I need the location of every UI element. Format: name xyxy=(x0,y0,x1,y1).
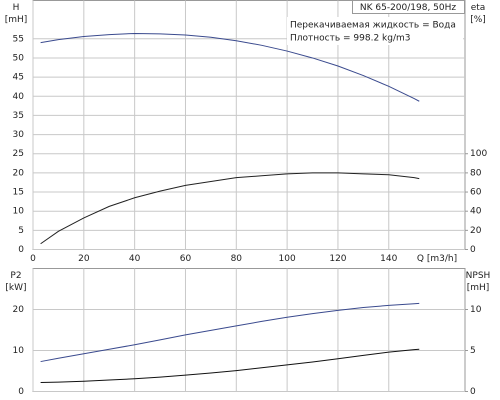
y-tick-label: 0 xyxy=(18,245,24,255)
y2-tick-label: 0 xyxy=(470,245,476,255)
y-axis-label: [mH] xyxy=(5,15,28,25)
y-tick-label: 55 xyxy=(13,34,24,44)
x-tick-label: 40 xyxy=(129,254,141,264)
plot-frame xyxy=(32,268,466,392)
x-tick-label: 0 xyxy=(30,254,36,264)
annotation: Перекачиваемая жидкость = Вода xyxy=(290,21,456,31)
y-tick-label: 35 xyxy=(13,111,24,121)
y2-tick-label: 10 xyxy=(470,305,482,315)
y-axis-label: H xyxy=(13,3,20,13)
y2-tick-label: 40 xyxy=(470,207,482,217)
y-tick-label: 40 xyxy=(13,92,25,102)
y-tick-label: 10 xyxy=(13,207,25,217)
y2-axis-label: [mH] xyxy=(467,283,490,293)
info-box xyxy=(287,17,463,45)
series-line xyxy=(40,172,420,245)
y-tick-label: 20 xyxy=(13,305,25,315)
y-tick-label: 20 xyxy=(13,168,25,178)
title-box xyxy=(352,0,465,14)
y-axis-label: [kW] xyxy=(5,283,26,293)
series-line xyxy=(40,32,420,102)
y-tick-label: 50 xyxy=(13,53,25,63)
x-tick-label: 100 xyxy=(279,254,296,264)
x-axis-label: Q [m3/h] xyxy=(417,254,457,264)
chart-title: NK 65-200/198, 50Hz xyxy=(360,3,457,13)
series-line xyxy=(40,302,420,363)
x-tick-label: 140 xyxy=(380,254,397,264)
y-tick-label: 5 xyxy=(18,226,24,236)
annotation: Плотность = 998.2 kg/m3 xyxy=(290,34,411,44)
y2-tick-label: 60 xyxy=(470,188,482,198)
y-tick-label: 15 xyxy=(13,188,24,198)
y-tick-label: 45 xyxy=(13,73,24,83)
y-tick-label: 10 xyxy=(13,346,25,356)
x-tick-label: 120 xyxy=(329,254,346,264)
y-tick-label: 30 xyxy=(13,130,25,140)
y-tick-label: 25 xyxy=(13,149,24,159)
y-axis-label: P2 xyxy=(10,271,21,281)
y2-axis-label: [%] xyxy=(470,15,486,25)
y2-axis-label: NPSH xyxy=(466,271,491,281)
y2-tick-label: 5 xyxy=(470,346,476,356)
y2-tick-label: 20 xyxy=(470,226,482,236)
series-line xyxy=(40,348,420,383)
x-tick-label: 20 xyxy=(78,254,90,264)
y-tick-label: 0 xyxy=(18,387,24,397)
y2-tick-label: 80 xyxy=(470,168,482,178)
x-tick-label: 80 xyxy=(231,254,243,264)
y2-tick-label: 0 xyxy=(470,387,476,397)
y2-axis-label: eta xyxy=(471,3,486,13)
x-tick-label: 60 xyxy=(180,254,192,264)
y2-tick-label: 100 xyxy=(470,149,487,159)
